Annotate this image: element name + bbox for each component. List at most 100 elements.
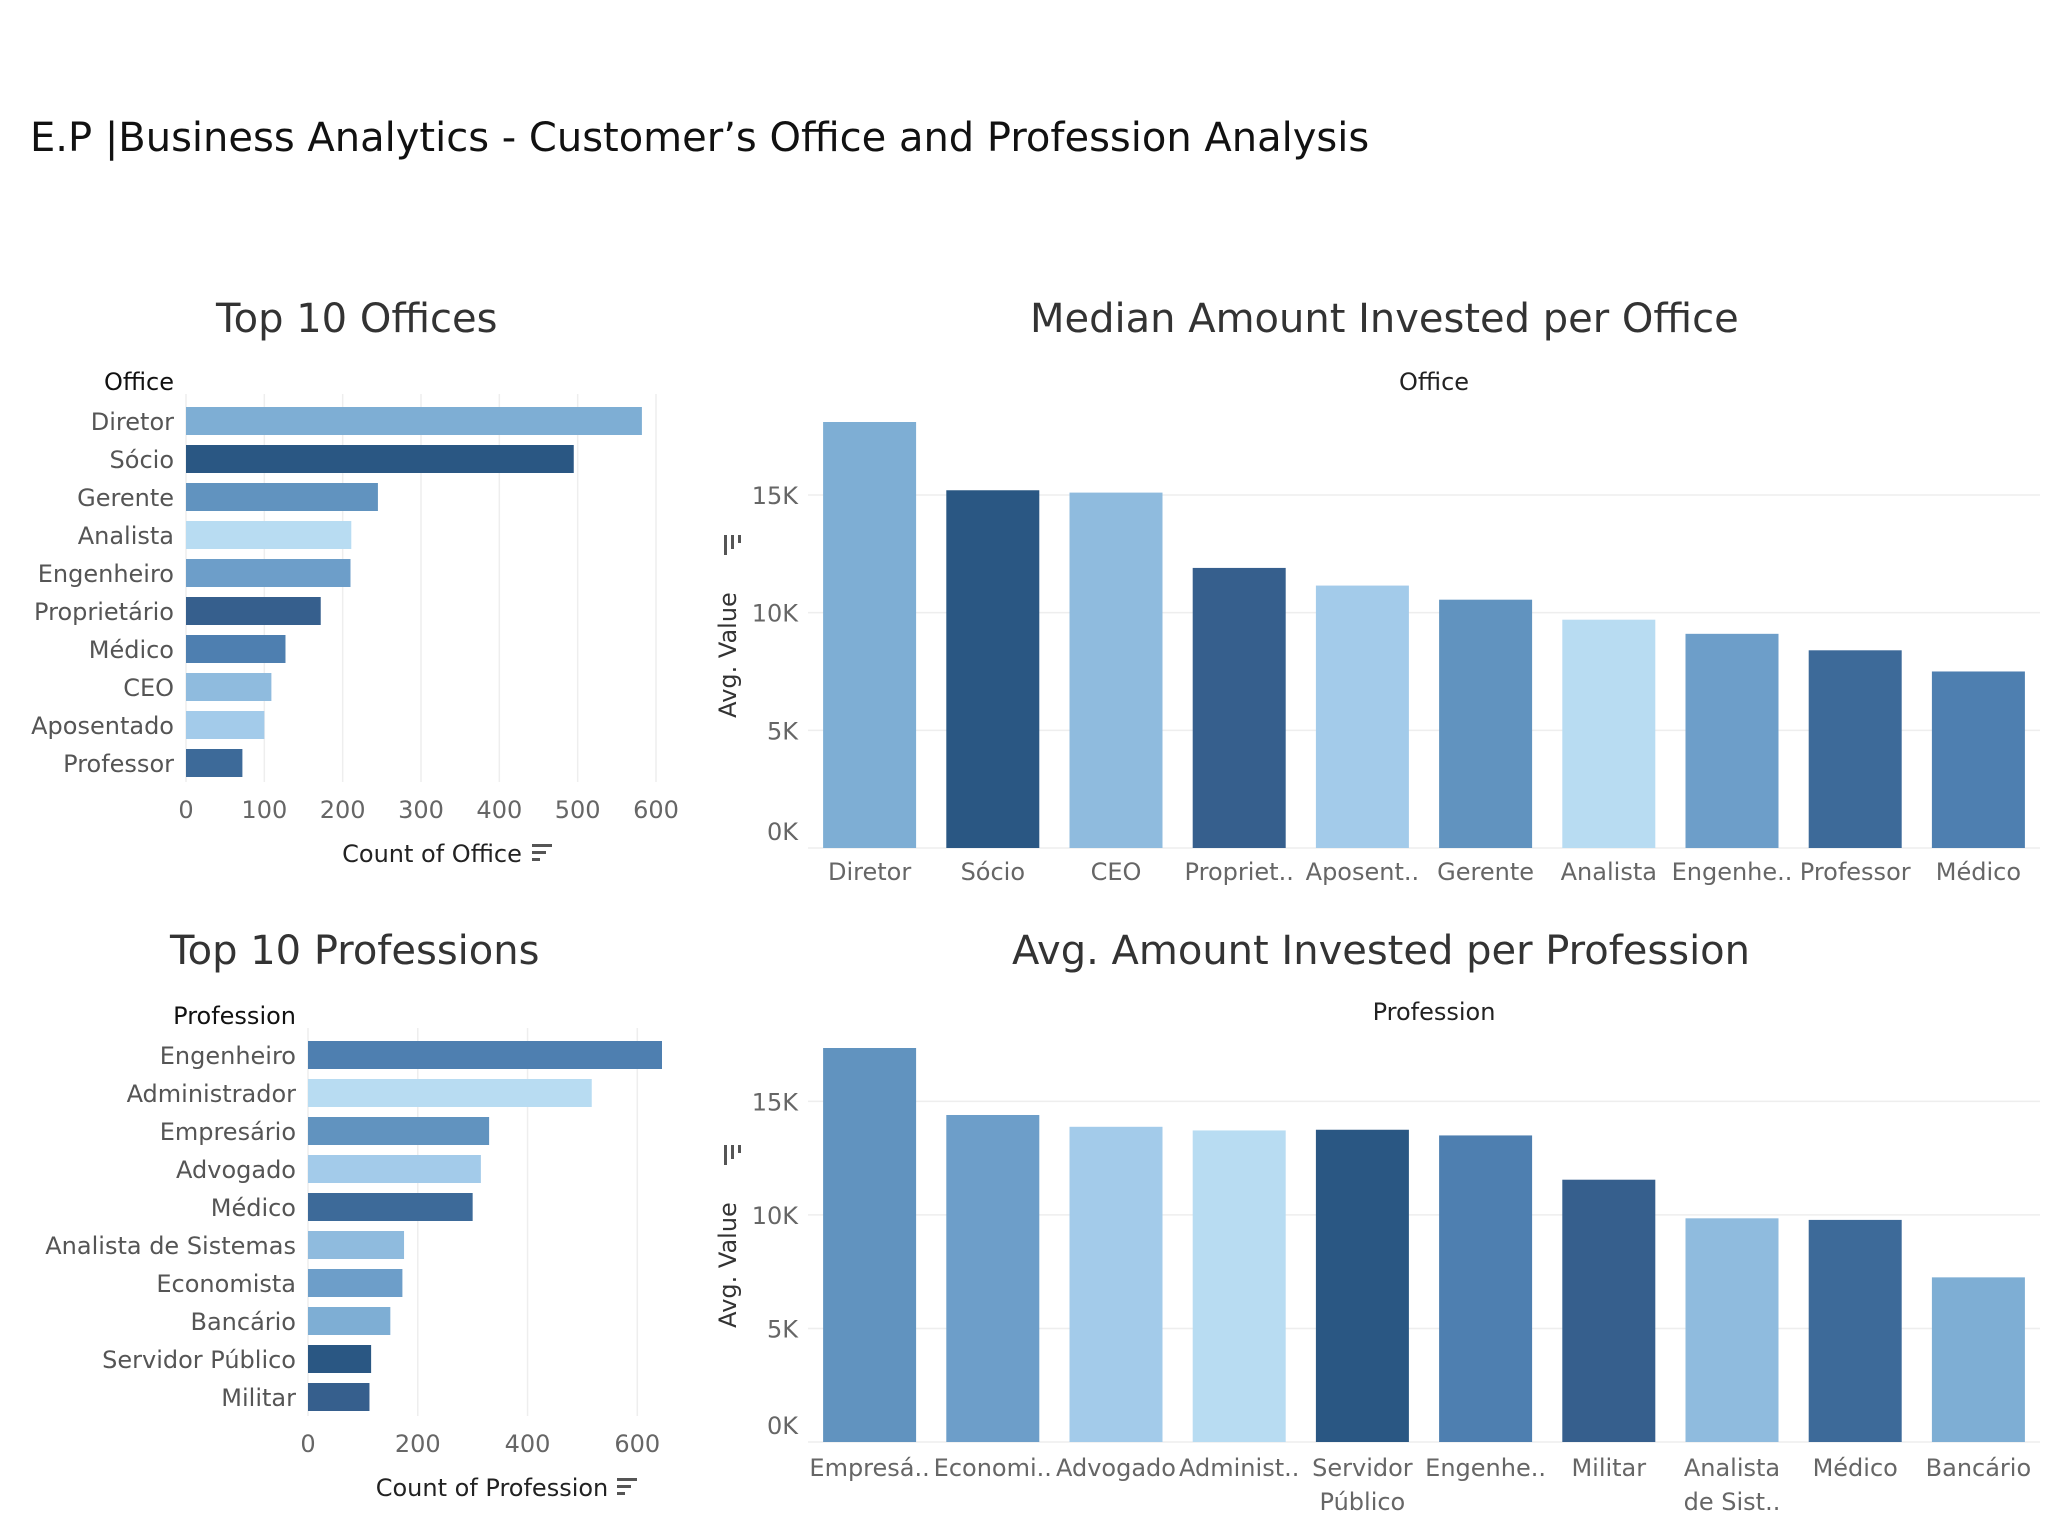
chart-3-y-tick-label: 10K xyxy=(752,1202,800,1230)
chart-1-bar xyxy=(1808,650,1902,848)
chart-3-bar xyxy=(1562,1179,1656,1442)
chart-2-bar xyxy=(308,1345,372,1373)
chart-1-category-label: Propriet.. xyxy=(1185,858,1294,886)
chart-2-x-tick-label: 0 xyxy=(300,1430,315,1458)
chart-2-bar xyxy=(308,1383,370,1411)
chart-1-category-label: Gerente xyxy=(1437,858,1534,886)
chart-0-x-tick-label: 200 xyxy=(320,796,366,824)
avg-invested-profession-title: Avg. Amount Invested per Profession xyxy=(1012,928,1751,974)
chart-2-category-label: Analista de Sistemas xyxy=(45,1232,296,1260)
chart-2-row-header: Profession xyxy=(173,1002,296,1030)
chart-3-column-header: Profession xyxy=(1373,998,1496,1026)
chart-1-bar xyxy=(1562,619,1656,848)
chart-0-bar xyxy=(186,559,351,587)
chart-0-bar xyxy=(186,673,272,701)
chart-3-category-label: Bancário xyxy=(1926,1454,2032,1482)
chart-0-category-label: Engenheiro xyxy=(38,560,174,588)
chart-0-category-label: Aposentado xyxy=(31,712,174,740)
chart-3-category-label: Advogado xyxy=(1056,1454,1176,1482)
chart-0-category-label: Diretor xyxy=(91,408,174,436)
chart-0-bar xyxy=(186,445,574,473)
chart-0-row-header: Office xyxy=(104,368,174,396)
chart-1-y-tick-label: 10K xyxy=(752,600,800,628)
chart-1-category-label: Aposent.. xyxy=(1306,858,1419,886)
chart-2-category-label: Economista xyxy=(156,1270,296,1298)
dashboard-title: E.P |Business Analytics - Customer’s Off… xyxy=(30,115,1370,161)
chart-2-bar xyxy=(308,1117,490,1145)
chart-1-y-tick-label: 5K xyxy=(767,717,799,745)
chart-0-bar xyxy=(186,521,352,549)
chart-1-bar xyxy=(823,422,917,848)
chart-2-x-axis-label: Count of Profession xyxy=(376,1474,609,1502)
chart-2-bar xyxy=(308,1079,592,1107)
chart-2-category-label: Militar xyxy=(221,1384,296,1412)
chart-0-x-tick-label: 600 xyxy=(633,796,679,824)
chart-2-x-tick-label: 400 xyxy=(505,1430,551,1458)
chart-0-bar xyxy=(186,749,243,777)
chart-3-category-label: Engenhe.. xyxy=(1425,1454,1546,1482)
chart-0-category-label: Professor xyxy=(63,750,174,778)
chart-3-y-tick-label: 5K xyxy=(767,1315,799,1343)
chart-2-bar xyxy=(308,1231,405,1259)
chart-3-category-label: Analista de Sist.. xyxy=(1684,1454,1781,1516)
chart-1-category-label: Diretor xyxy=(828,858,911,886)
chart-3-category-label: Administ.. xyxy=(1179,1454,1299,1482)
chart-1-category-label: Engenhe.. xyxy=(1672,858,1793,886)
chart-2-category-label: Empresário xyxy=(160,1118,296,1146)
top-professions-title: Top 10 Professions xyxy=(170,928,540,974)
chart-1-bar xyxy=(1069,492,1163,848)
chart-3-bar xyxy=(1808,1219,1902,1442)
chart-0-x-axis-label: Count of Office xyxy=(342,840,522,868)
chart-3-bar xyxy=(1315,1129,1409,1442)
chart-2-x-tick-label: 600 xyxy=(614,1430,660,1458)
chart-3-bar xyxy=(1069,1126,1163,1442)
chart-1-y-tick-label: 0K xyxy=(767,818,799,846)
chart-0-bar xyxy=(186,635,286,663)
chart-2-category-label: Médico xyxy=(211,1194,296,1222)
chart-1-bar xyxy=(1192,567,1286,848)
chart-0-x-tick-label: 400 xyxy=(476,796,522,824)
chart-0-category-label: Proprietário xyxy=(34,598,174,626)
chart-1-category-label: Analista xyxy=(1561,858,1657,886)
chart-1-sort-icon[interactable] xyxy=(724,535,741,555)
chart-3-sort-icon[interactable] xyxy=(724,1145,741,1165)
chart-0-sort-icon[interactable] xyxy=(532,844,552,861)
chart-0-x-tick-label: 0 xyxy=(178,796,193,824)
chart-1-category-label: Professor xyxy=(1800,858,1911,886)
chart-2-sort-icon[interactable] xyxy=(617,1478,637,1495)
chart-3-bar xyxy=(1439,1135,1533,1442)
chart-0-category-label: Médico xyxy=(89,636,174,664)
chart-3-category-label: Médico xyxy=(1813,1454,1898,1482)
chart-1-category-label: Médico xyxy=(1936,858,2021,886)
chart-3-category-label: Economi.. xyxy=(934,1454,1052,1482)
chart-1-column-header: Office xyxy=(1399,368,1469,396)
chart-0-bar xyxy=(186,407,642,435)
chart-3-y-axis-label: Avg. Value xyxy=(714,1202,742,1328)
chart-2-bar xyxy=(308,1307,391,1335)
chart-3-bar xyxy=(1685,1218,1779,1442)
chart-0-x-tick-label: 500 xyxy=(555,796,601,824)
chart-0-category-label: CEO xyxy=(123,674,174,702)
chart-3-bar xyxy=(946,1114,1040,1442)
median-invested-office-title: Median Amount Invested per Office xyxy=(1030,296,1739,342)
chart-2-bar xyxy=(308,1041,662,1069)
chart-1-category-label: Sócio xyxy=(961,858,1025,886)
chart-2-category-label: Administrador xyxy=(127,1080,297,1108)
chart-1-y-axis-label: Avg. Value xyxy=(714,592,742,718)
chart-2-category-label: Servidor Público xyxy=(102,1346,296,1374)
chart-1-bar xyxy=(1685,633,1779,848)
chart-0-bar xyxy=(186,597,321,625)
chart-0-x-tick-label: 100 xyxy=(241,796,287,824)
chart-1-y-tick-label: 15K xyxy=(752,482,800,510)
chart-1-bar xyxy=(1315,585,1409,848)
chart-2-bar xyxy=(308,1269,403,1297)
chart-2-category-label: Engenheiro xyxy=(160,1042,296,1070)
chart-2-category-label: Advogado xyxy=(176,1156,296,1184)
chart-2-category-label: Bancário xyxy=(190,1308,296,1336)
chart-0-category-label: Analista xyxy=(78,522,174,550)
chart-3-bar xyxy=(1931,1277,2025,1442)
chart-3-category-label: Militar xyxy=(1571,1454,1646,1482)
chart-0-x-tick-label: 300 xyxy=(398,796,444,824)
chart-1-bar xyxy=(1931,671,2025,848)
